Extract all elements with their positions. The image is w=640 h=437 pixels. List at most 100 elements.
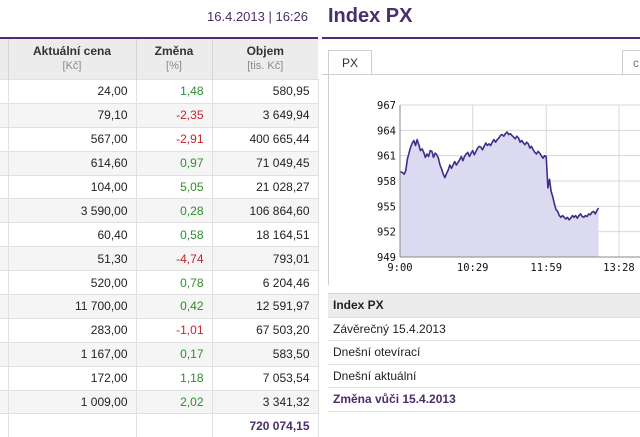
volume-cell: 67 503,20 [212, 318, 318, 342]
price-cell: 283,00 [8, 318, 136, 342]
price-cell: 104,00 [8, 175, 136, 199]
tab-next[interactable]: c [622, 50, 640, 75]
row-stub [0, 199, 8, 223]
volume-cell: 6 204,46 [212, 271, 318, 295]
row-stub [0, 318, 8, 342]
change-cell: 1,48 [136, 80, 212, 104]
price-cell: 567,00 [8, 127, 136, 151]
row-stub [0, 223, 8, 247]
price-cell: 3 590,00 [8, 199, 136, 223]
row-stub [0, 103, 8, 127]
info-label: Dnešní aktuální [328, 364, 640, 388]
y-tick-label: 958 [377, 176, 396, 188]
row-stub [0, 342, 8, 366]
volume-cell: 18 164,51 [212, 223, 318, 247]
volume-cell: 3 341,32 [212, 390, 318, 414]
index-title: Index PX [328, 5, 412, 28]
row-stub [0, 247, 8, 271]
x-tick-label: 11:59 [530, 262, 562, 274]
table-total-row: 720 074,15 [0, 414, 318, 437]
price-cell: 60,40 [8, 223, 136, 247]
volume-cell: 106 864,60 [212, 199, 318, 223]
volume-cell: 71 049,45 [212, 151, 318, 175]
x-tick-label: 13:28 [603, 262, 635, 274]
total-stub [0, 414, 8, 437]
change-cell: 2,02 [136, 390, 212, 414]
change-cell: -2,35 [136, 103, 212, 127]
table-header-row: Aktuální cena [Kč] Změna [%] Objem [tis.… [0, 39, 318, 80]
row-stub [0, 295, 8, 319]
col-header-unit: [%] [137, 59, 212, 74]
y-tick-label: 955 [377, 201, 396, 213]
row-stub [0, 366, 8, 390]
price-cell: 1 009,00 [8, 390, 136, 414]
price-cell: 79,10 [8, 103, 136, 127]
y-tick-label: 967 [377, 100, 396, 112]
stocks-table: Aktuální cena [Kč] Změna [%] Objem [tis.… [0, 39, 319, 437]
change-cell: 0,97 [136, 151, 212, 175]
change-cell: -4,74 [136, 247, 212, 271]
title-divider [322, 37, 640, 39]
volume-cell: 400 665,44 [212, 127, 318, 151]
volume-cell: 580,95 [212, 80, 318, 104]
x-tick-label: 10:29 [457, 262, 489, 274]
row-stub [0, 80, 8, 104]
stock-table-panel: 16.4.2013 | 16:26 Aktuální cena [Kč] Změ… [0, 0, 318, 420]
row-stub [0, 390, 8, 414]
volume-cell: 793,01 [212, 247, 318, 271]
change-cell: 0,58 [136, 223, 212, 247]
price-cell: 614,60 [8, 151, 136, 175]
col-header-price[interactable]: Aktuální cena [Kč] [8, 39, 136, 80]
col-header-unit: [tis. Kč] [213, 59, 319, 74]
change-cell: -2,91 [136, 127, 212, 151]
total-change [136, 414, 212, 437]
info-label: Změna vůči 15.4.2013 [328, 388, 640, 412]
y-tick-label: 961 [377, 151, 396, 163]
x-tick-label: 9:00 [387, 262, 412, 274]
col-header-label: Objem [247, 44, 284, 58]
tab-px[interactable]: PX [328, 50, 372, 75]
volume-cell: 3 649,94 [212, 103, 318, 127]
row-stub [0, 127, 8, 151]
change-cell: 5,05 [136, 175, 212, 199]
col-header-label: Změna [155, 44, 194, 58]
total-price [8, 414, 136, 437]
change-cell: 0,42 [136, 295, 212, 319]
y-tick-label: 964 [377, 125, 396, 137]
update-datetime: 16.4.2013 | 16:26 [207, 9, 308, 24]
price-cell: 24,00 [8, 80, 136, 104]
price-cell: 11 700,00 [8, 295, 136, 319]
volume-cell: 583,50 [212, 342, 318, 366]
col-header-volume[interactable]: Objem [tis. Kč] [212, 39, 318, 80]
info-label: Dnešní otevírací [328, 341, 640, 365]
change-cell: 0,28 [136, 199, 212, 223]
volume-cell: 21 028,27 [212, 175, 318, 199]
col-header-stub [0, 39, 8, 80]
info-row: Index PX [328, 294, 640, 318]
volume-cell: 12 591,97 [212, 295, 318, 319]
col-header-change[interactable]: Změna [%] [136, 39, 212, 80]
y-tick-label: 952 [377, 227, 396, 239]
col-header-label: Aktuální cena [33, 44, 111, 58]
info-row: Dnešní aktuální [328, 364, 640, 388]
row-stub [0, 175, 8, 199]
